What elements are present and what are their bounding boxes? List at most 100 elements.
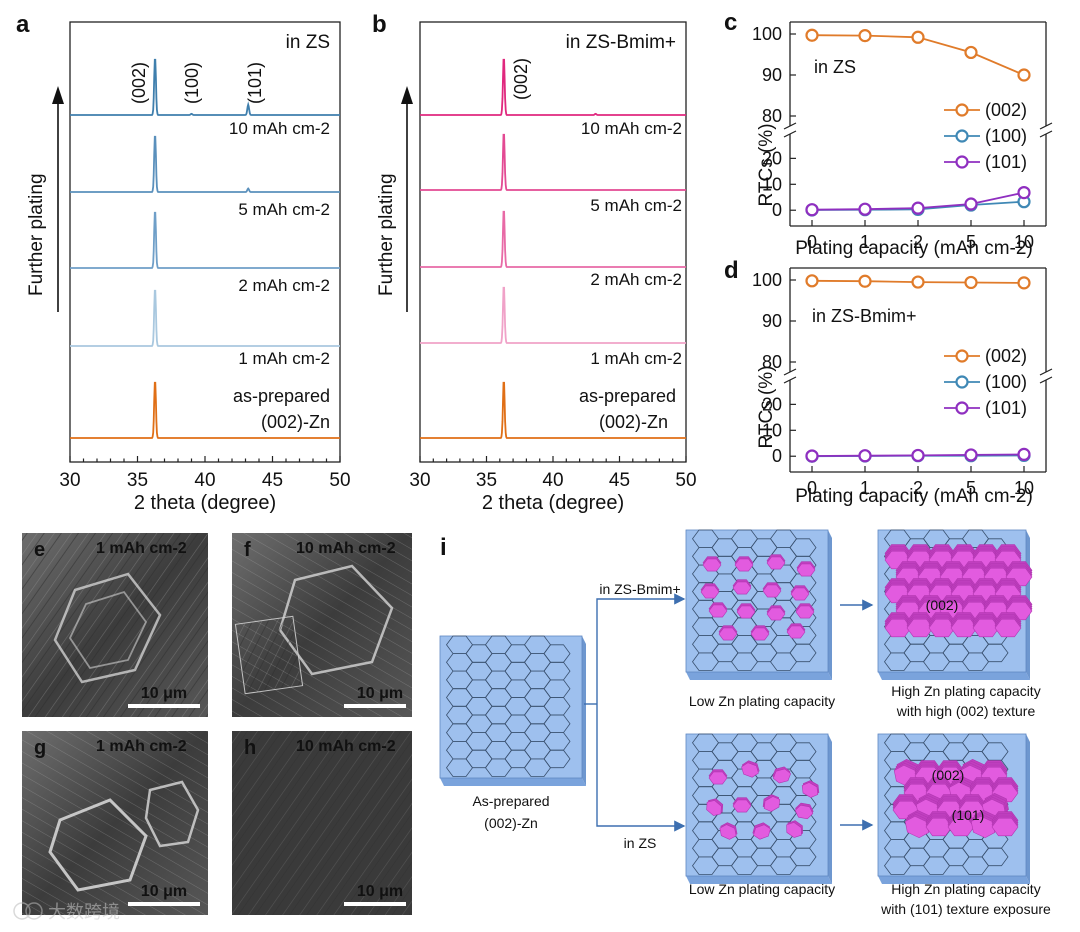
x-tick-label: 10 bbox=[1014, 478, 1034, 498]
panel-a-letter: a bbox=[16, 11, 30, 38]
zn-platelet bbox=[766, 556, 786, 570]
zn-platelet bbox=[750, 627, 770, 641]
x-tick-label: 35 bbox=[476, 470, 497, 491]
legend-label: (101) bbox=[985, 398, 1027, 418]
panel-c-ylabel: RTCs (%) bbox=[756, 123, 777, 206]
sem-h: h 10 mAh cm-2 10 μm bbox=[232, 731, 412, 915]
x-tick-label: 30 bbox=[409, 470, 430, 491]
arrow-label: Further plating bbox=[376, 173, 397, 296]
trace-label-1: 1 mAh cm-2 bbox=[590, 349, 682, 368]
legend-label: (002) bbox=[985, 100, 1027, 120]
hex-cell bbox=[981, 643, 1009, 663]
y-tick-label: 90 bbox=[762, 65, 782, 85]
xrd-trace bbox=[420, 133, 686, 191]
zn-platelet bbox=[796, 563, 816, 577]
x-tick-label: 5 bbox=[966, 478, 976, 498]
trace-label-10: 10 mAh cm-2 bbox=[229, 119, 330, 138]
sem-caption: 10 mAh cm-2 bbox=[296, 540, 396, 557]
x-tick-label: 50 bbox=[675, 470, 696, 491]
slab-top-high: (002) bbox=[877, 529, 1033, 680]
bottom-low-caption: Low Zn plating capacity bbox=[689, 881, 835, 897]
bottom-label-2: (002)-Zn bbox=[599, 412, 668, 432]
zn-platelet bbox=[950, 618, 978, 638]
top-low-caption: Low Zn plating capacity bbox=[689, 693, 835, 709]
zn-platelet bbox=[702, 558, 722, 572]
zn-platelet bbox=[741, 762, 759, 778]
data-point bbox=[858, 449, 872, 463]
panel-a-condition: in ZS bbox=[286, 32, 330, 53]
y-tick-label: 20 bbox=[762, 148, 782, 168]
peak-label-002: (002) bbox=[129, 62, 149, 104]
zn-platelet bbox=[991, 817, 1019, 837]
x-tick-label: 2 bbox=[913, 478, 923, 498]
data-point bbox=[911, 448, 925, 463]
watermark-text: 大数跨境 bbox=[48, 902, 120, 922]
x-tick-label: 50 bbox=[329, 470, 350, 491]
slab-face bbox=[685, 529, 829, 673]
zn-platelet bbox=[708, 604, 728, 618]
sem-f: f 10 mAh cm-2 10 μm bbox=[232, 533, 412, 717]
branch-arrow-bottom bbox=[596, 704, 686, 832]
sem-letter: e bbox=[34, 539, 45, 561]
data-point bbox=[805, 203, 819, 217]
data-point bbox=[964, 448, 978, 462]
sem-caption: 1 mAh cm-2 bbox=[96, 738, 187, 755]
data-point bbox=[858, 202, 872, 216]
zn-platelet bbox=[763, 796, 781, 812]
legend-marker bbox=[955, 349, 969, 363]
legend-marker bbox=[955, 129, 969, 143]
xrd-trace bbox=[420, 58, 686, 116]
x-tick-label: 0 bbox=[807, 232, 817, 252]
trace-label-2: 2 mAh cm-2 bbox=[238, 276, 330, 295]
branch-bottom-label: in ZS bbox=[624, 835, 657, 851]
sem-caption: 10 mAh cm-2 bbox=[296, 738, 396, 755]
panel-b-letter: b bbox=[372, 11, 387, 38]
panel-d-condition: in ZS-Bmim+ bbox=[812, 306, 917, 326]
zn-platelet bbox=[766, 607, 786, 621]
zn-platelet bbox=[772, 768, 792, 784]
axis-break bbox=[1039, 376, 1053, 384]
zn-platelet bbox=[906, 618, 934, 638]
slab-side bbox=[686, 876, 832, 884]
y-tick-label: 90 bbox=[762, 311, 782, 331]
panel-i-letter: i bbox=[440, 534, 447, 561]
panel-b: b in ZS-Bmim+ (002) 10 mAh cm-2 5 mAh cm… bbox=[372, 11, 697, 514]
scale-label: 10 μm bbox=[357, 685, 403, 702]
panel-c-letter: c bbox=[724, 9, 737, 36]
zn-platelet bbox=[928, 618, 956, 638]
legend-marker bbox=[955, 155, 969, 169]
bottom-label-1: as-prepared bbox=[233, 386, 330, 406]
hexagon-terrace bbox=[48, 798, 148, 892]
data-point bbox=[911, 201, 925, 215]
sem-letter: f bbox=[244, 539, 251, 561]
axis-break bbox=[783, 130, 797, 138]
zn-platelet bbox=[734, 558, 754, 572]
start-label-1: As-prepared bbox=[472, 793, 549, 809]
trace-label-1: 1 mAh cm-2 bbox=[238, 349, 330, 368]
slab-side bbox=[878, 876, 1030, 884]
hex-cell bbox=[981, 847, 1009, 867]
legend-label: (101) bbox=[985, 152, 1027, 172]
bottom-high-caption-1: High Zn plating capacity bbox=[891, 881, 1040, 897]
panel-d-xlabel: Plating capacity (mAh cm-2) bbox=[795, 486, 1033, 507]
scale-label: 10 μm bbox=[141, 685, 187, 702]
branch-arrow-top bbox=[596, 593, 686, 704]
data-point bbox=[805, 28, 819, 42]
x-tick-label: 2 bbox=[913, 232, 923, 252]
hex-cell bbox=[789, 643, 817, 663]
zn-platelet bbox=[732, 799, 752, 813]
top-high-caption-1: High Zn plating capacity bbox=[891, 683, 1040, 699]
legend-label: (100) bbox=[985, 372, 1027, 392]
axis-break bbox=[783, 376, 797, 384]
hex-cell bbox=[789, 847, 817, 867]
arrow-head bbox=[52, 86, 64, 104]
texture-tag: (002) bbox=[926, 597, 959, 613]
top-high-caption-2: with high (002) texture bbox=[896, 703, 1036, 719]
panel-d-ylabel: RTCs (%) bbox=[756, 365, 777, 448]
y-tick-label: 10 bbox=[762, 174, 782, 194]
zn-platelet bbox=[786, 625, 806, 639]
data-point bbox=[1017, 276, 1031, 290]
start-label-2: (002)-Zn bbox=[484, 815, 538, 831]
peak-label-101: (101) bbox=[245, 62, 265, 104]
zn-platelet bbox=[753, 824, 771, 840]
